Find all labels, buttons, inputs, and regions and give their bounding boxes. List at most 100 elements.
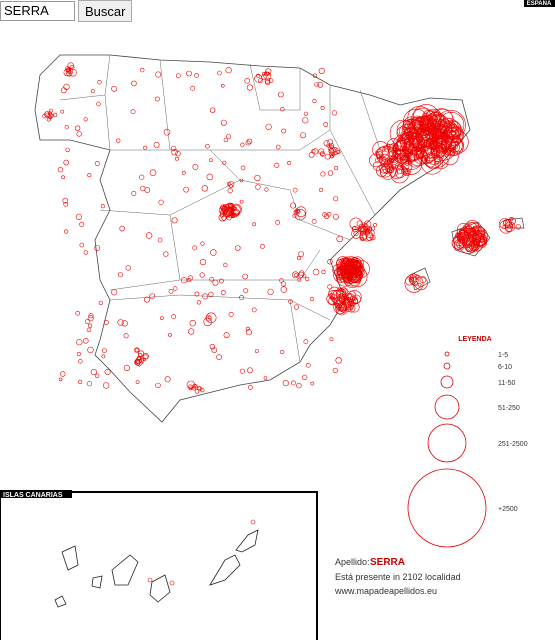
occurrence-circle <box>473 238 481 246</box>
occurrence-circle <box>358 266 364 272</box>
occurrence-circle <box>135 360 140 366</box>
occurrence-circle <box>144 187 151 193</box>
occurrence-circle <box>404 276 414 286</box>
occurrence-circle <box>445 130 469 154</box>
occurrence-circle <box>163 251 169 257</box>
occurrence-circle <box>320 105 325 110</box>
occurrence-circle <box>365 227 370 232</box>
occurrence-circle <box>395 169 405 179</box>
occurrence-circle <box>48 115 53 120</box>
occurrence-circle <box>318 187 324 193</box>
occurrence-circle <box>335 357 342 364</box>
occurrence-circle <box>412 141 418 147</box>
occurrence-circle <box>142 352 149 360</box>
occurrence-circle <box>208 291 214 298</box>
occurrence-circle <box>135 380 140 385</box>
occurrence-circle <box>459 229 465 236</box>
occurrence-circle <box>76 339 83 346</box>
occurrence-circle <box>281 128 287 134</box>
occurrence-circle <box>155 382 161 389</box>
occurrence-circle <box>170 145 177 152</box>
occurrence-circle <box>209 344 216 350</box>
occurrence-circle <box>408 123 431 146</box>
occurrence-circle <box>359 233 367 241</box>
occurrence-circle <box>202 293 209 300</box>
website: www.mapadeapellidos.eu <box>334 586 437 596</box>
occurrence-circle <box>363 222 368 227</box>
occurrence-circle <box>181 170 186 175</box>
occurrence-circle <box>53 112 58 117</box>
occurrence-circle <box>260 243 265 249</box>
occurrence-circle <box>86 327 92 333</box>
legend-label: 11-50 <box>498 380 515 387</box>
occurrence-circle <box>441 140 452 152</box>
occurrence-circle <box>239 368 245 374</box>
occurrence-circle <box>252 222 257 227</box>
occurrence-circle <box>280 286 287 293</box>
legend-label: 1-5 <box>498 352 508 359</box>
occurrence-circle <box>310 381 315 386</box>
occurrence-circle <box>479 234 488 243</box>
occurrence-circle <box>473 242 479 248</box>
occurrence-circle <box>294 273 298 278</box>
occurrence-circle <box>171 149 178 156</box>
occurrence-circle <box>287 160 292 166</box>
search-button[interactable]: Buscar <box>78 0 133 22</box>
occurrence-circle <box>507 224 512 229</box>
country-label-bg <box>524 0 555 7</box>
occurrence-circle <box>431 150 439 158</box>
occurrence-circle <box>356 220 363 227</box>
occurrence-circle <box>401 162 410 171</box>
occurrence-circle <box>373 222 378 227</box>
occurrence-circle <box>223 205 228 210</box>
occurrence-circle <box>83 337 89 344</box>
occurrence-circle <box>209 276 214 282</box>
occurrence-circle <box>246 84 253 91</box>
occurrence-circle <box>322 212 328 218</box>
occurrence-circle <box>327 284 333 290</box>
occurrence-circle <box>403 127 413 137</box>
search-input[interactable]: SERRA <box>0 1 75 21</box>
occurrence-circle <box>254 74 263 83</box>
occurrence-circle <box>290 380 296 386</box>
legend-label: +2500 <box>498 506 518 513</box>
occurrence-circle <box>275 219 280 225</box>
legend-circle <box>443 362 451 370</box>
occurrence-circle <box>240 142 245 147</box>
legend-circle <box>427 423 467 463</box>
presence: Está presente in 2102 localidad <box>335 572 461 582</box>
occurrence-circle <box>83 117 88 122</box>
occurrence-circle <box>254 174 261 182</box>
occurrence-circle <box>312 148 319 155</box>
occurrence-circle <box>440 121 446 127</box>
occurrence-circle <box>218 213 227 222</box>
occurrence-circle <box>419 276 427 284</box>
occurrence-circle <box>290 202 297 209</box>
occurrence-circle <box>94 245 101 251</box>
occurrence-circle <box>144 296 151 303</box>
occurrence-circle <box>222 160 227 165</box>
surname-label: Apellido: <box>335 557 370 567</box>
occurrence-circle <box>263 376 268 380</box>
occurrence-circle <box>264 71 269 77</box>
occurrence-circle <box>436 133 453 150</box>
occurrence-circle <box>435 160 440 165</box>
occurrence-circle <box>223 137 229 143</box>
occurrence-circle <box>296 209 301 214</box>
occurrence-circle <box>282 380 289 387</box>
occurrence-circle <box>58 377 63 382</box>
occurrence-circle <box>183 186 190 193</box>
occurrence-circle <box>452 137 459 143</box>
occurrence-circle <box>369 234 376 241</box>
occurrence-circle <box>396 154 407 165</box>
occurrence-circle <box>320 171 326 177</box>
legend-circle <box>444 351 450 357</box>
occurrence-circle <box>388 158 393 163</box>
occurrence-circle <box>210 249 217 256</box>
occurrence-circle <box>61 175 66 180</box>
occurrence-circle <box>336 286 342 292</box>
occurrence-circle <box>387 147 397 157</box>
occurrence-circle <box>255 184 261 190</box>
occurrence-circle <box>218 205 228 215</box>
occurrence-circle <box>475 235 486 246</box>
